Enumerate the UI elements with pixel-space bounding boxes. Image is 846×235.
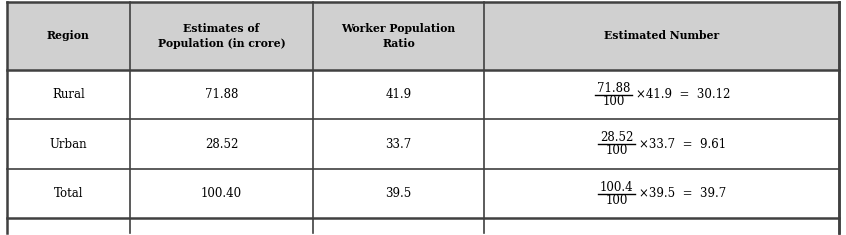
Bar [484, 2, 839, 70]
Bar [313, 169, 484, 218]
Bar [484, 119, 839, 169]
Text: 100: 100 [605, 194, 628, 207]
Bar [7, 2, 130, 70]
Text: Estimated Number: Estimated Number [604, 30, 719, 41]
Text: ×39.5  =  39.7: ×39.5 = 39.7 [639, 187, 726, 200]
Text: Region: Region [47, 30, 90, 41]
Text: Estimates of
Population (in crore): Estimates of Population (in crore) [157, 23, 285, 49]
Text: 28.52: 28.52 [600, 131, 633, 144]
Bar [130, 2, 313, 70]
Text: 41.9: 41.9 [386, 88, 411, 101]
Text: 71.88: 71.88 [205, 88, 239, 101]
Bar [130, 169, 313, 218]
Text: 33.7: 33.7 [385, 137, 411, 151]
Bar [313, 2, 484, 70]
Text: Urban: Urban [50, 137, 87, 151]
Bar [7, 119, 130, 169]
Bar [313, 70, 484, 119]
Bar [7, 70, 130, 119]
Bar [484, 169, 839, 218]
Text: Total: Total [53, 187, 83, 200]
Bar [130, 119, 313, 169]
Text: 100: 100 [605, 144, 628, 157]
Text: Rural: Rural [52, 88, 85, 101]
Text: 100: 100 [602, 94, 624, 108]
Bar [130, 70, 313, 119]
Bar [313, 119, 484, 169]
Text: ×41.9  =  30.12: ×41.9 = 30.12 [636, 88, 730, 101]
Text: Worker Population
Ratio: Worker Population Ratio [342, 23, 455, 49]
Bar [484, 70, 839, 119]
Text: 100.40: 100.40 [201, 187, 242, 200]
Bar [7, 169, 130, 218]
Text: 71.88: 71.88 [596, 82, 630, 94]
Text: 100.4: 100.4 [600, 181, 633, 194]
Text: ×33.7  =  9.61: ×33.7 = 9.61 [639, 137, 726, 151]
Text: 28.52: 28.52 [205, 137, 239, 151]
Text: 39.5: 39.5 [385, 187, 411, 200]
